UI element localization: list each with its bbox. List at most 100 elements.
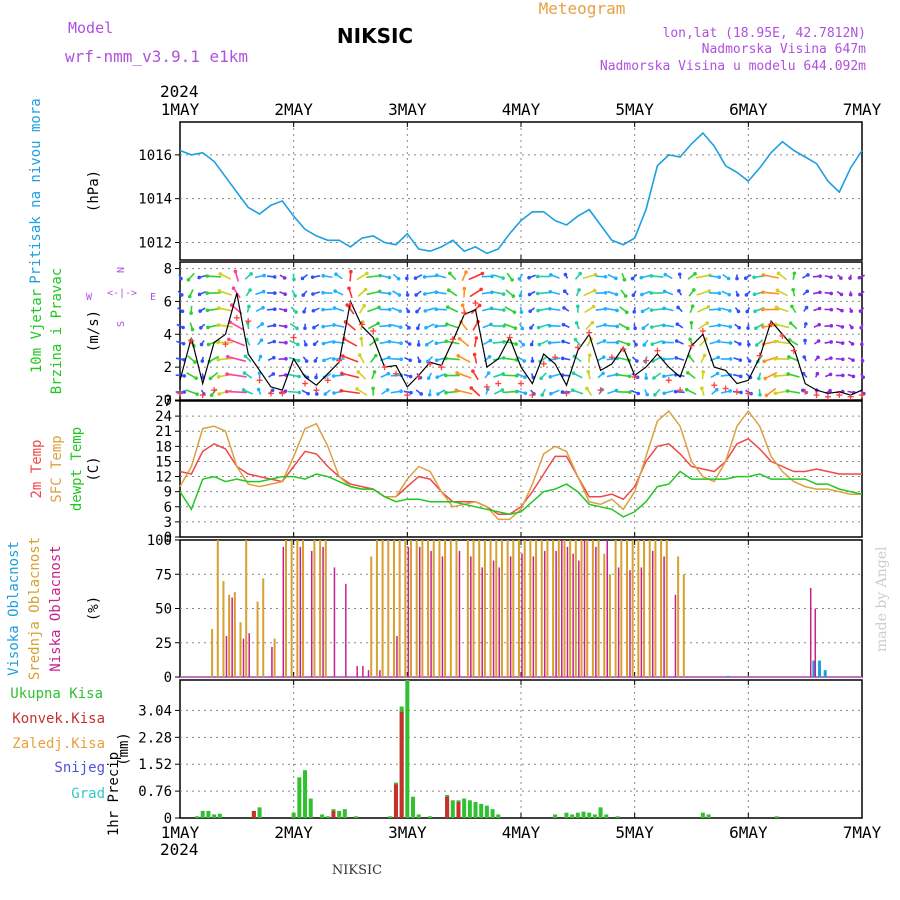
precip-bar bbox=[251, 810, 256, 818]
cloud-bar bbox=[648, 540, 651, 677]
precip-bar bbox=[416, 814, 421, 818]
wind-arrow-head bbox=[662, 391, 667, 396]
wind-arrow-head bbox=[333, 289, 337, 293]
wind-arrow-head bbox=[256, 387, 261, 392]
cloud-bar bbox=[421, 540, 424, 677]
year-label-bottom: 2024 bbox=[160, 840, 199, 859]
unit-label: (hPa) bbox=[86, 170, 102, 212]
cloud-bar bbox=[555, 550, 557, 677]
wind-arrow-head bbox=[591, 304, 596, 309]
wind-arrow-head bbox=[322, 358, 326, 363]
lonlat-text: lon,lat (18.95E, 42.7812N) bbox=[663, 26, 867, 41]
temperature-line bbox=[179, 409, 862, 521]
precip-bar bbox=[592, 814, 597, 818]
wind-arrow-head bbox=[818, 290, 822, 295]
wind-arrow-head bbox=[323, 392, 328, 396]
cloud-bar bbox=[492, 560, 495, 677]
precip-bar bbox=[411, 796, 416, 818]
y-axis-label: Brzina i Pravac bbox=[49, 268, 65, 394]
wind-arrow bbox=[777, 289, 788, 297]
wind-arrow-head bbox=[456, 354, 461, 358]
unit-label: (C) bbox=[86, 456, 102, 481]
wind-arrow-head bbox=[816, 339, 821, 343]
wind-arrow-head bbox=[514, 342, 518, 346]
wind-arrow bbox=[456, 372, 472, 379]
cloud-bar bbox=[489, 540, 492, 677]
wind-arrow-head bbox=[561, 339, 565, 344]
x-tick-label-top: 6MAY bbox=[729, 100, 768, 119]
wind-arrow-head bbox=[728, 357, 733, 361]
wind-arrow-head bbox=[282, 276, 287, 280]
wind-arrow-head bbox=[398, 325, 403, 330]
panel-pressure: 1012 1014 1016 (hPa) Pritisak na nivou mora bbox=[28, 98, 863, 284]
wind-arrow-head bbox=[296, 358, 301, 363]
wind-arrow-head bbox=[408, 374, 413, 379]
wind-arrow bbox=[504, 306, 515, 313]
wind-arrow-head bbox=[469, 386, 474, 390]
cloud-bar bbox=[552, 540, 555, 677]
wind-arrow-head bbox=[757, 376, 761, 381]
wind-arrow bbox=[617, 356, 630, 362]
cloud-bar bbox=[481, 567, 483, 677]
wind-arrow-head bbox=[272, 275, 277, 279]
y-tick-label: 1.52 bbox=[138, 757, 172, 773]
cloud-bar bbox=[561, 540, 563, 677]
altitude-text: Nadmorska Visina 647m bbox=[702, 42, 867, 57]
wind-arrow-head bbox=[513, 326, 518, 330]
wind-arrow-head bbox=[272, 339, 277, 344]
wind-arrow-head bbox=[261, 289, 266, 294]
wind-arrow-head bbox=[356, 370, 361, 374]
wind-arrow-head bbox=[399, 389, 403, 394]
wind-arrow-head bbox=[414, 293, 418, 297]
wind-arrow-head bbox=[535, 291, 540, 296]
wind-arrow bbox=[446, 323, 459, 329]
wind-arrow-head bbox=[180, 309, 185, 314]
panel-frame bbox=[179, 121, 863, 261]
wind-arrow-head bbox=[624, 310, 629, 315]
wind-arrow-head bbox=[623, 294, 628, 298]
cloud-bar bbox=[640, 567, 643, 677]
wind-arrow-head bbox=[850, 342, 855, 346]
wind-arrow-head bbox=[635, 359, 639, 363]
wind-arrow-head bbox=[752, 275, 756, 280]
cloud-bar bbox=[410, 540, 413, 677]
wind-arrow-head bbox=[209, 393, 214, 397]
wind-arrow-head bbox=[685, 387, 689, 392]
wind-arrow-head bbox=[540, 393, 545, 397]
wind-arrow-head bbox=[828, 372, 833, 377]
wind-arrow-head bbox=[424, 342, 429, 347]
wind-arrow-head bbox=[446, 288, 451, 292]
cloud-bar bbox=[578, 560, 580, 677]
precip-bar bbox=[303, 770, 308, 818]
wind-arrow-head bbox=[839, 292, 844, 297]
cloud-bar bbox=[455, 540, 458, 677]
year-label-top: 2024 bbox=[160, 82, 199, 101]
wind-arrow-head bbox=[661, 323, 666, 328]
wind-arrow-head bbox=[674, 356, 679, 360]
wind-arrow-head bbox=[752, 292, 757, 297]
wind-arrow-head bbox=[570, 388, 575, 392]
cloud-bar bbox=[597, 540, 600, 677]
wind-arrow-head bbox=[774, 305, 779, 310]
wind-arrow bbox=[492, 308, 504, 311]
cloud-bar bbox=[324, 540, 327, 677]
wind-arrow-head bbox=[603, 290, 608, 295]
wind-arrow-head bbox=[490, 274, 494, 279]
wind-arrow-head bbox=[587, 353, 592, 358]
wind-arrow-head bbox=[355, 387, 359, 391]
wind-arrow-head bbox=[614, 292, 619, 297]
wind-arrow-head bbox=[633, 326, 637, 331]
cloud-bar bbox=[574, 540, 577, 677]
panel-wind: 0 2 4 6 8 (m/s) 10m Vjetar Brzina i Pravac W E N S <… bbox=[29, 261, 866, 409]
wind-arrow-head bbox=[717, 323, 722, 328]
wind-arrow-head bbox=[764, 393, 769, 398]
wind-arrow-head bbox=[760, 307, 765, 312]
panel-clouds: 0 25 50 75 100 (%) Visoka Oblacnost Srednja Obl… bbox=[6, 533, 863, 686]
wind-arrow bbox=[185, 389, 198, 395]
cloud-bar bbox=[663, 556, 665, 677]
wind-arrow-head bbox=[512, 310, 517, 314]
cloud-bar bbox=[509, 556, 512, 677]
wind-arrow bbox=[788, 356, 800, 362]
wind-arrow-head bbox=[489, 306, 494, 311]
